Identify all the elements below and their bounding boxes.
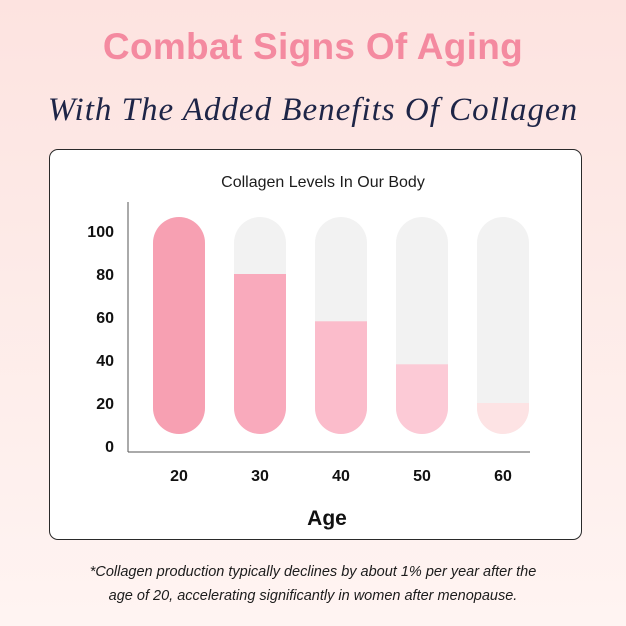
- bar-fill: [396, 364, 448, 434]
- y-tick-label: 0: [105, 439, 114, 456]
- x-tick-label: 40: [332, 468, 350, 485]
- bar-track: [477, 217, 529, 434]
- x-tick-label: 60: [494, 468, 512, 485]
- x-tick-label: 50: [413, 468, 431, 485]
- footnote-line-1: *Collagen production typically declines …: [89, 564, 537, 580]
- y-tick-label: 20: [96, 396, 114, 413]
- footnote-line-2: age of 20, accelerating significantly in…: [108, 588, 518, 604]
- y-tick-label: 40: [96, 353, 114, 370]
- x-axis-label: Age: [307, 507, 347, 530]
- chart-title: Collagen Levels In Our Body: [221, 174, 425, 191]
- collagen-chart: Collagen Levels In Our Body 0 20 40 60 80 100…: [87, 174, 530, 530]
- x-tick-label: 30: [251, 468, 269, 485]
- bar-fill: [315, 321, 367, 434]
- bar-fill: [234, 274, 286, 434]
- chart-card: Collagen Levels In Our Body 0 20 40 60 80 100…: [49, 149, 582, 540]
- headline: Combat Signs Of Aging: [102, 26, 524, 67]
- bar-fill: [153, 217, 205, 434]
- y-tick-label: 60: [96, 310, 114, 327]
- bar-fill: [477, 403, 529, 434]
- y-tick-label: 100: [87, 224, 114, 241]
- subheadline: With The Added Benefits Of Collagen: [47, 92, 579, 128]
- x-tick-label: 20: [170, 468, 188, 485]
- footnote: *Collagen production typically declines …: [30, 560, 596, 608]
- y-tick-label: 80: [96, 267, 114, 284]
